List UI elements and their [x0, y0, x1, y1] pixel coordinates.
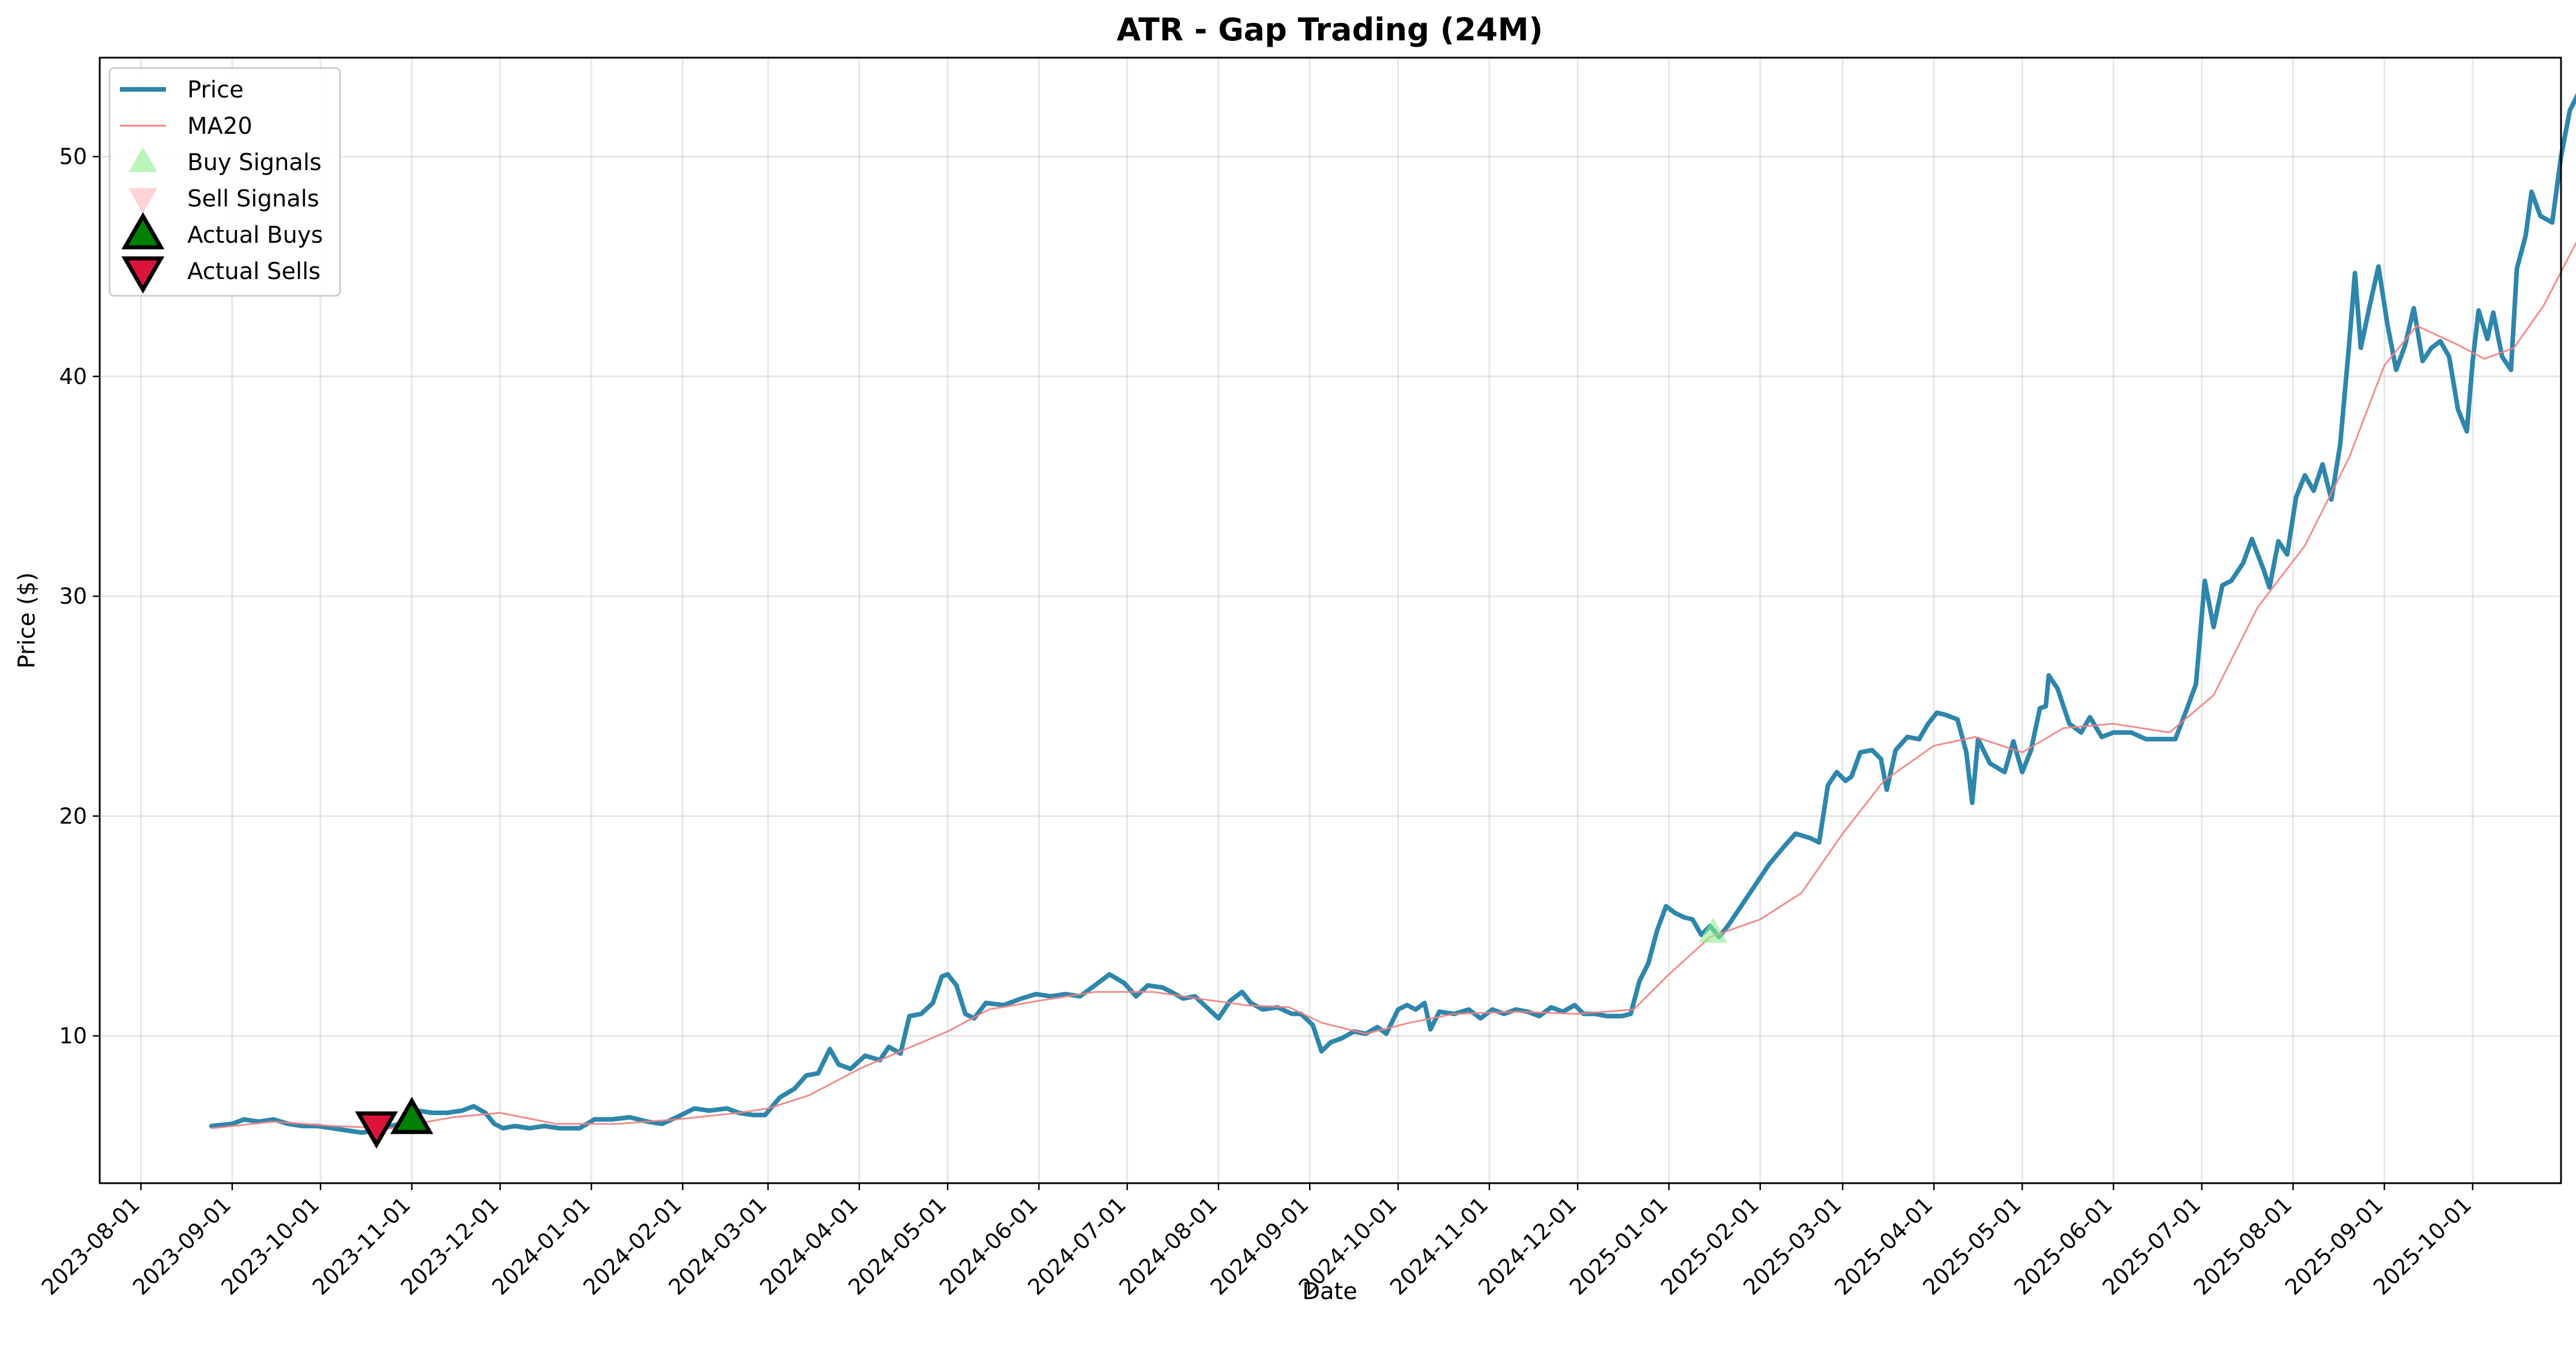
- legend-swatch-actual-sells: [121, 256, 165, 294]
- legend: Price MA20 Buy Signals Sell Signals Actual B…: [108, 67, 341, 297]
- actual-buy-marker: [390, 1097, 433, 1134]
- y-tick-label: 30: [59, 584, 87, 609]
- marker-layer: [354, 917, 1728, 1149]
- y-tick-label: 10: [59, 1023, 87, 1049]
- legend-label: Actual Buys: [187, 222, 323, 249]
- legend-label: Price: [187, 77, 244, 103]
- actual-sell-marker: [354, 1111, 398, 1149]
- series-layer: [209, 93, 2576, 1135]
- legend-label: Actual Sells: [187, 258, 320, 285]
- y-axis-label: Price ($): [14, 573, 40, 669]
- legend-swatch-sell-signals: [128, 188, 158, 214]
- legend-label: Sell Signals: [187, 186, 319, 212]
- legend-swatch-buy-signals: [128, 146, 158, 172]
- legend-label: Buy Signals: [187, 149, 322, 176]
- grid: [100, 58, 2561, 1183]
- plot-frame: [99, 57, 2562, 1184]
- buy-signal-marker: [1698, 917, 1728, 943]
- y-tick-label: 50: [59, 144, 87, 170]
- legend-swatch-actual-buys: [121, 212, 165, 250]
- legend-box: [108, 67, 341, 297]
- y-tick-label: 40: [59, 364, 87, 389]
- price-line: [209, 93, 2576, 1135]
- x-axis-label: Date: [1302, 1278, 1357, 1305]
- y-tick-label: 20: [59, 803, 87, 829]
- ma20-line: [210, 241, 2576, 1130]
- chart-title: ATR - Gap Trading (24M): [1117, 12, 1543, 48]
- legend-label: MA20: [187, 113, 252, 140]
